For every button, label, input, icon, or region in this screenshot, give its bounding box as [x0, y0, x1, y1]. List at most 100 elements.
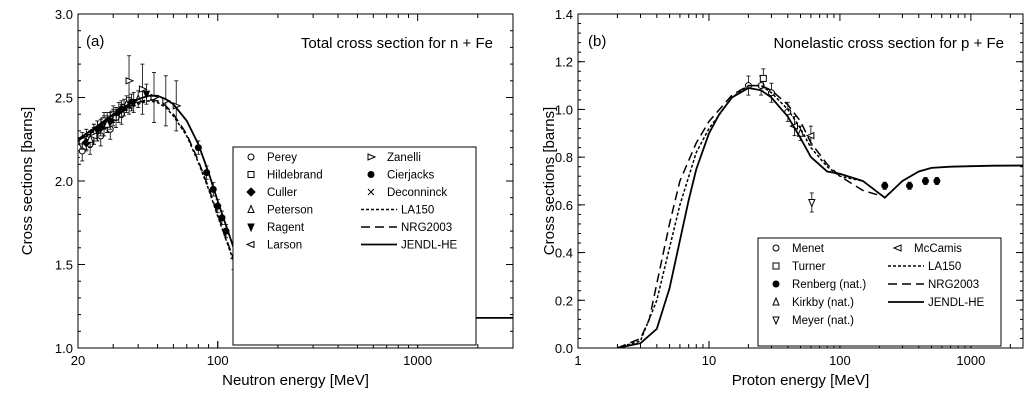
x-tick-label: 10	[702, 353, 716, 368]
legend-label: JENDL-HE	[401, 240, 458, 252]
y-tick-label: 0.6	[555, 198, 573, 213]
data-point	[125, 77, 135, 85]
points-meyer-nat-	[808, 192, 816, 213]
legend-label: LA150	[928, 261, 961, 273]
legend-item: Meyer (nat.)	[772, 315, 854, 327]
y-tick-label: 3.0	[55, 7, 73, 22]
plot-data	[617, 68, 1023, 348]
legend-item: Perey	[247, 152, 297, 164]
legend-label: Hildebrand	[267, 170, 323, 182]
legend-label: NRG2003	[928, 279, 979, 291]
series-line-la150	[78, 100, 254, 300]
x-tick-label: 100	[207, 353, 229, 368]
y-tick-label: 1.2	[555, 55, 573, 70]
x-tick-label: 1	[574, 353, 581, 368]
legend-item: JENDL-HE	[361, 240, 458, 252]
legend-label: Cierjacks	[387, 170, 435, 182]
legend-item: JENDL-HE	[888, 297, 985, 309]
y-tick-label: 1.4	[555, 7, 573, 22]
data-point	[759, 74, 767, 82]
legend-item: Ragent	[247, 222, 305, 234]
legend-label: Peterson	[267, 205, 313, 217]
legend-box	[232, 146, 477, 346]
legend-label: Larson	[267, 240, 302, 252]
legend-label: NRG2003	[401, 222, 452, 234]
legend-label: Perey	[267, 152, 297, 164]
x-axis: 1 10 100 1000	[574, 14, 1011, 368]
legend-label: Deconninck	[387, 187, 447, 199]
legend-marker	[367, 153, 377, 161]
legend-marker	[892, 244, 902, 252]
legend-marker	[247, 204, 255, 213]
points-menet	[744, 75, 792, 122]
y-axis-label: Cross sections [barns]	[19, 107, 36, 255]
legend: Menet Turner Renberg (nat.) Kirkby (nat.) Me…	[757, 237, 1002, 347]
y-axis-label: Cross sections [barns]	[541, 107, 558, 255]
legend-marker	[247, 223, 255, 233]
legend-item: LA150	[361, 205, 434, 217]
y-tick-label: 1.0	[555, 102, 573, 117]
legend-item: NRG2003	[361, 222, 452, 234]
y-tick-label: 0.0	[555, 341, 573, 356]
data-point	[808, 198, 816, 208]
legend-label: Turner	[792, 261, 826, 273]
data-point	[86, 133, 94, 143]
chart-panel-b: 1 10 100 1000 0.0 0.2 0.4 0.6 0.8 1.0 1.2 1.4 Proton…	[541, 7, 1024, 389]
legend-item: Deconninck	[367, 187, 447, 199]
y-tick-label: 0.8	[555, 150, 573, 165]
legend-item: Menet	[772, 243, 825, 255]
legend-label: Renberg (nat.)	[792, 279, 866, 291]
legend-item: Renberg (nat.)	[772, 279, 866, 291]
legend: Perey Hildebrand Culler Peterson Ragent Larso…	[232, 146, 477, 346]
x-tick-label: 100	[829, 353, 851, 368]
legend-label: McCamis	[914, 243, 962, 255]
legend-marker	[772, 244, 780, 252]
data-point	[881, 182, 889, 190]
points-renberg-nat-	[881, 177, 941, 190]
data-point	[805, 131, 815, 140]
legend-marker	[772, 262, 780, 270]
series-line-la150	[617, 84, 864, 348]
x-tick-label: 1000	[956, 353, 985, 368]
legend-item: Hildebrand	[247, 170, 323, 182]
y-tick-label: 2.5	[55, 91, 73, 106]
legend-item: Larson	[245, 240, 302, 252]
legend-item: Kirkby (nat.)	[772, 296, 854, 309]
y-tick-label: 1.5	[55, 258, 73, 273]
legend-marker	[772, 280, 780, 288]
x-tick-label: 1000	[403, 353, 432, 368]
legend-item: LA150	[888, 261, 961, 273]
legend-marker	[367, 188, 375, 196]
x-tick-label: 20	[71, 353, 85, 368]
legend-label: Ragent	[267, 222, 305, 234]
y-tick-label: 2.0	[55, 174, 73, 189]
legend-box	[757, 237, 1002, 347]
points-zanelli	[125, 55, 182, 132]
y-axis: 1.0 1.5 2.0 2.5 3.0	[55, 7, 513, 356]
legend-item: Peterson	[247, 204, 313, 217]
legend-marker	[247, 171, 255, 178]
legend-label: LA150	[401, 205, 434, 217]
legend-marker	[772, 296, 780, 306]
legend-marker	[247, 153, 255, 161]
legend-item: Cierjacks	[367, 170, 435, 182]
legend-item: NRG2003	[888, 279, 979, 291]
data-point	[142, 90, 151, 100]
chart-panel-a: 20 100 1000 1.0 1.5 2.0 2.5 3.0 Neutron energy […	[19, 7, 514, 389]
data-point	[138, 85, 148, 93]
legend-item: Culler	[246, 187, 297, 199]
legend-label: Culler	[267, 187, 297, 199]
x-axis: 20 100 1000	[71, 14, 514, 368]
series-line-jendl-he	[617, 87, 1023, 348]
panel-label: (b)	[588, 33, 606, 50]
points-cierjacks	[194, 140, 230, 239]
data-point	[906, 182, 914, 190]
legend-label: Kirkby (nat.)	[792, 297, 854, 309]
data-point	[921, 177, 929, 185]
y-tick-label: 0.4	[555, 246, 573, 261]
y-tick-label: 1.0	[55, 341, 73, 356]
x-axis-label: Neutron energy [MeV]	[222, 372, 369, 389]
legend-label: Zanelli	[387, 152, 421, 164]
legend-marker	[772, 316, 780, 326]
legend-marker	[367, 171, 375, 178]
